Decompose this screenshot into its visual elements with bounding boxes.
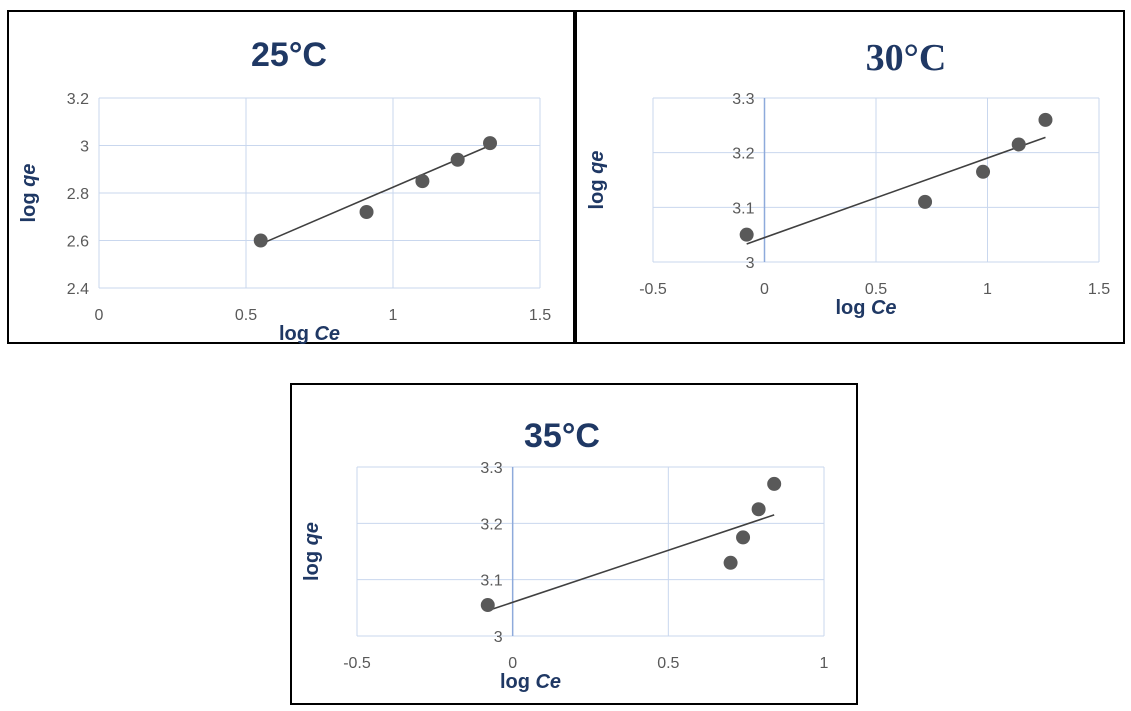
y-tick-label: 3.2: [67, 91, 89, 108]
data-point: [751, 502, 766, 517]
data-point: [450, 152, 465, 167]
y-tick-label: 3: [746, 255, 755, 272]
chart-panel-30c: 30°C 3 3.1 3.2 3.3 -0.5 0 0.5 1 1.5 log Ce log qe: [575, 10, 1125, 344]
x-axis-label: log Ce: [835, 297, 896, 319]
x-axis-label-main: log: [500, 671, 536, 693]
data-point: [359, 205, 374, 219]
y-tick-label: 3.2: [732, 146, 754, 163]
y-axis-label-main: log: [18, 187, 40, 223]
y-tick-label: 2.8: [67, 186, 89, 203]
y-axis-label: log qe: [18, 164, 40, 223]
y-tick-label: 3.3: [480, 460, 502, 477]
x-tick-label: 1.5: [1088, 281, 1110, 298]
trend-line: [487, 514, 775, 612]
x-tick-label: 1: [820, 655, 829, 672]
y-tick-label: 3.1: [732, 200, 754, 217]
data-point: [415, 174, 430, 189]
chart-title: 25°C: [251, 36, 327, 74]
y-axis-label-main: log: [586, 174, 608, 210]
x-tick-label: 1: [983, 281, 992, 298]
y-axis-label: log qe: [586, 151, 608, 210]
x-axis-label-var: Ce: [314, 323, 340, 345]
y-axis-label-var: qe: [18, 164, 40, 187]
data-point: [767, 476, 782, 491]
y-axis-label: log qe: [301, 522, 323, 581]
y-axis-label-var: qe: [301, 522, 323, 545]
x-tick-label: 0: [760, 281, 769, 298]
data-point: [1011, 137, 1026, 152]
x-axis-label-var: Ce: [871, 297, 897, 319]
data-point: [976, 164, 991, 179]
y-tick-label: 2.6: [67, 234, 89, 251]
x-axis-label: log Ce: [279, 323, 340, 345]
data-point: [483, 136, 498, 151]
y-axis-label-var: qe: [586, 151, 608, 174]
x-axis-label: log Ce: [500, 671, 561, 693]
x-tick-label: -0.5: [343, 655, 371, 672]
x-axis-label-var: Ce: [535, 671, 561, 693]
data-point: [1038, 112, 1053, 127]
y-tick-label: 2.4: [67, 281, 89, 298]
chart-panel-25c: 25°C 2.4 2.6 2.8 3 3.2 0 0.5 1 1.5 log Ce log qe: [7, 10, 575, 345]
x-tick-label: 0.5: [865, 281, 887, 298]
x-tick-label: 0.5: [235, 307, 257, 324]
x-axis-label-main: log: [835, 297, 871, 319]
data-point: [253, 233, 268, 248]
y-tick-label: 3.2: [480, 516, 502, 533]
data-point: [736, 530, 751, 545]
data-point: [480, 598, 495, 613]
trend-line: [746, 136, 1046, 245]
x-tick-label: 1: [389, 307, 398, 324]
x-tick-label: 1.5: [529, 307, 551, 324]
x-tick-label: 0: [508, 655, 517, 672]
x-tick-label: -0.5: [639, 281, 667, 298]
data-point: [723, 555, 738, 570]
x-tick-label: 0.5: [657, 655, 679, 672]
x-tick-label: 0: [95, 307, 104, 324]
chart-title: 35°C: [524, 417, 600, 455]
x-axis-label-main: log: [279, 323, 315, 345]
y-tick-label: 3.3: [732, 91, 754, 108]
chart-title: 30°C: [865, 37, 947, 79]
chart-panel-35c: 35°C 3 3.1 3.2 3.3 -0.5 0 0.5 1 log Ce log qe: [290, 383, 858, 705]
y-axis-label-main: log: [301, 545, 323, 581]
data-point: [918, 194, 933, 209]
y-tick-label: 3: [80, 139, 89, 156]
y-tick-label: 3.1: [480, 573, 502, 590]
data-point: [739, 227, 754, 242]
y-tick-label: 3: [494, 629, 503, 646]
